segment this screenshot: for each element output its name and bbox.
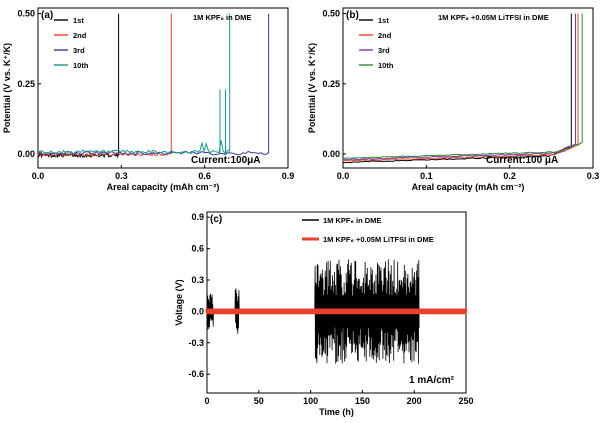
current-density-label: 1 mA/cm² xyxy=(409,375,455,386)
current-label: Current:100 μA xyxy=(486,155,558,166)
x-tick-label: 0.1 xyxy=(420,171,433,181)
panel-2: 0 50 100 150 200 250 -0.6 -0.3 0.0 0.3 0.6 0.9 Time … xyxy=(174,211,474,417)
y-tick-label: 0.9 xyxy=(191,212,204,222)
legend-label: 2nd xyxy=(378,31,392,40)
plot-frame xyxy=(37,7,289,169)
series-line-2nd xyxy=(342,13,579,162)
legend-label: 3rd xyxy=(378,46,390,55)
x-tick-label: 0.9 xyxy=(282,171,295,181)
legend-label: 3rd xyxy=(73,46,85,55)
y-tick-label: 0.6 xyxy=(191,244,204,254)
x-tick-label: 250 xyxy=(458,396,473,406)
y-tick-label: 0.00 xyxy=(17,149,35,159)
legend-label: 1M KPF₆ +0.05M LiTFSI in DME xyxy=(323,235,434,244)
y-axis-label: Potential (V vs. K⁺/K) xyxy=(307,43,317,133)
x-tick-label: 0.2 xyxy=(503,171,516,181)
legend-label: 1M KPF₆ in DME xyxy=(323,216,381,225)
condition-annotation: 1M KPF₆ +0.05M LiTFSI in DME xyxy=(438,13,549,22)
legend-label: 1st xyxy=(73,16,84,25)
x-tick-label: 0.3 xyxy=(587,171,600,181)
series-line-3rd xyxy=(37,13,270,156)
series-line-1st xyxy=(342,13,572,164)
legend-label: 10th xyxy=(378,61,394,70)
series-line-kpf6-litfsi xyxy=(205,308,468,315)
y-tick-label: 0.50 xyxy=(17,9,35,19)
legend-label: 2nd xyxy=(73,31,87,40)
plot-frame xyxy=(206,211,467,394)
panel-1: 0.0 0.1 0.2 0.3 0.00 0.25 0.50 Areal capacity (… xyxy=(307,7,600,192)
series-line-3rd xyxy=(342,13,576,161)
plot-frame xyxy=(342,7,594,169)
panel-label: (c) xyxy=(210,214,222,225)
x-tick-label: 0 xyxy=(204,396,209,406)
y-tick-label: -0.6 xyxy=(188,369,204,379)
legend-label: 1st xyxy=(378,16,389,25)
x-axis-label: Areal capacity (mAh cm⁻²) xyxy=(107,182,220,192)
y-tick-label: 0.25 xyxy=(17,79,35,89)
x-tick-label: 50 xyxy=(254,396,264,406)
x-tick-label: 200 xyxy=(407,396,422,406)
x-tick-label: 150 xyxy=(355,396,370,406)
condition-annotation: 1M KPF₆ in DME xyxy=(193,13,251,22)
y-tick-label: 0.3 xyxy=(191,275,204,285)
x-axis-label: Areal capacity (mAh cm⁻²) xyxy=(412,182,525,192)
x-tick-label: 0.0 xyxy=(337,171,350,181)
series-line-10th xyxy=(342,13,583,159)
x-axis-label: Time (h) xyxy=(319,407,354,417)
panel-label: (a) xyxy=(41,10,53,21)
panel-label: (b) xyxy=(346,10,359,21)
y-tick-label: 0.50 xyxy=(322,9,340,19)
series-line-10th xyxy=(37,13,231,155)
x-tick-label: 0.0 xyxy=(32,171,45,181)
x-tick-label: 0.6 xyxy=(198,171,211,181)
y-tick-label: -0.3 xyxy=(188,338,204,348)
legend-label: 10th xyxy=(73,61,89,70)
x-tick-label: 100 xyxy=(303,396,318,406)
y-tick-label: 0.25 xyxy=(322,79,340,89)
current-label: Current:100μA xyxy=(191,155,260,166)
y-axis-label: Voltage (V) xyxy=(174,279,184,325)
x-tick-label: 0.3 xyxy=(115,171,128,181)
y-tick-label: 0.0 xyxy=(191,306,204,316)
y-axis-label: Potential (V vs. K⁺/K) xyxy=(2,43,12,133)
y-tick-label: 0.00 xyxy=(322,149,340,159)
panel-0: 0.0 0.3 0.6 0.9 0.00 0.25 0.50 Areal capacity (… xyxy=(2,7,295,192)
